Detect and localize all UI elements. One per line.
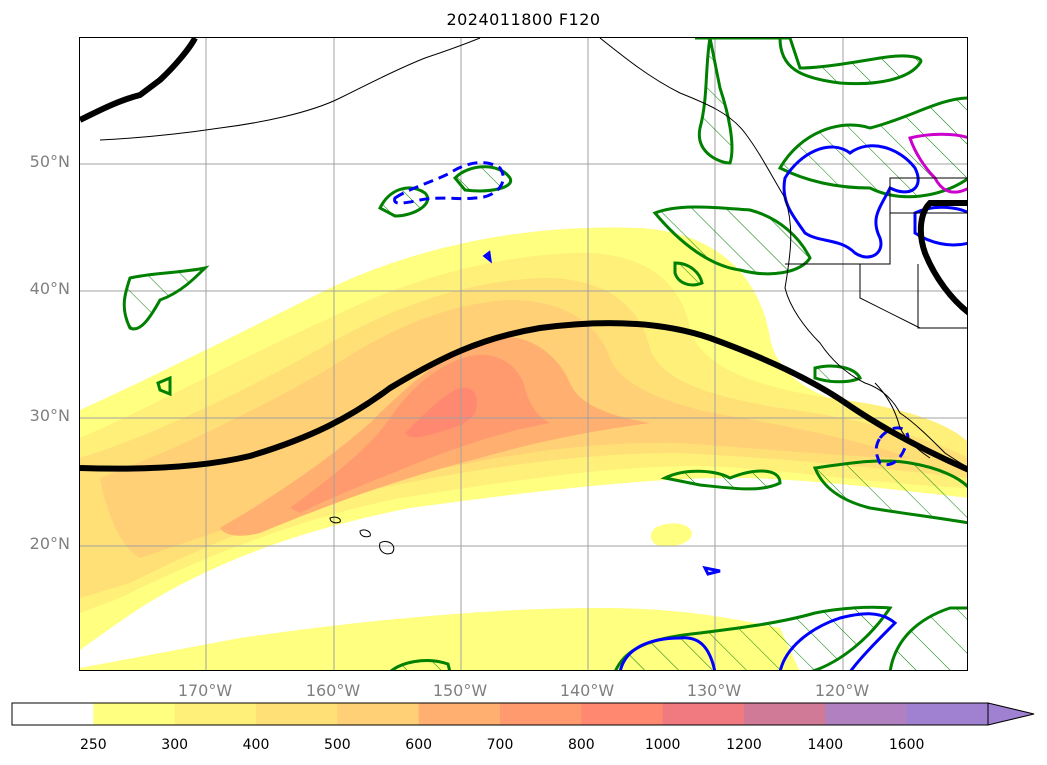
colorbar-segment <box>744 703 826 725</box>
colorbar-segment <box>93 703 176 725</box>
green-region-alaska-coast <box>695 38 923 86</box>
blue-contour-gulf-ak-dashed <box>393 161 505 205</box>
ivt-band-250-south <box>80 608 800 670</box>
coastline-aleutians <box>99 38 481 141</box>
colorbar-segment <box>825 703 908 725</box>
green-region-mexico <box>812 459 967 525</box>
blue-contour-baja-dashed <box>874 426 910 467</box>
coastline-hawaii <box>329 516 395 555</box>
green-region-mexico-w <box>660 469 782 491</box>
colorbar-outline <box>11 702 989 726</box>
green-region-tropics-w <box>390 659 452 670</box>
lon-label-160w: 160°W <box>305 681 361 700</box>
green-region-bc <box>697 38 734 165</box>
ivt-band-800 <box>405 387 477 438</box>
blue-contours <box>393 144 967 670</box>
green-region-pnw <box>777 96 967 199</box>
colorbar <box>11 702 1035 726</box>
green-hatched-regions <box>122 38 967 670</box>
colorbar-tick-label: 400 <box>242 737 270 753</box>
map-title: 2024011800 F120 <box>446 10 601 29</box>
coastline-alaska-gulf <box>599 38 786 199</box>
colorbar-segment <box>662 703 745 725</box>
lon-label-170w: 170°W <box>177 681 233 700</box>
blue-contour-small-a <box>702 565 721 576</box>
coastline-state-borders <box>785 177 967 329</box>
colorbar-tick-label: 1400 <box>807 737 844 753</box>
colorbar-segment <box>174 703 257 725</box>
ridge-line-northeast <box>917 200 967 316</box>
lat-label-40n: 40°N <box>29 279 70 298</box>
magenta-contour <box>908 132 967 194</box>
colorbar-tick-label: 1000 <box>644 737 681 753</box>
green-region-west-nw <box>122 265 210 331</box>
green-region-gulf-ak <box>378 165 513 218</box>
colorbar-segment <box>337 703 420 725</box>
blue-contour-pnw <box>782 144 920 259</box>
green-region-tropics-e <box>888 606 967 670</box>
green-region-inland <box>652 205 812 276</box>
colorbar-segment <box>418 703 501 725</box>
blue-contour-small-b <box>482 250 493 264</box>
ridge-line-northwest <box>80 38 198 123</box>
lat-label-50n: 50°N <box>29 152 70 171</box>
green-region-small-a <box>673 261 704 287</box>
colorbar-segment <box>500 703 582 725</box>
green-region-small-b <box>156 375 172 397</box>
colorbar-tick-label: 300 <box>161 737 189 753</box>
colorbar-extend-arrow <box>987 702 1035 726</box>
map-canvas <box>80 38 967 670</box>
blue-contour-east <box>913 205 967 247</box>
colorbar-segment <box>581 703 664 725</box>
colorbar-tick-label: 800 <box>567 737 595 753</box>
coastlines <box>99 38 967 555</box>
lat-label-20n: 20°N <box>29 534 70 553</box>
blue-contour-tropics <box>619 612 898 670</box>
colorbar-segment <box>256 703 338 725</box>
colorbar-tick-label: 250 <box>79 737 107 753</box>
colorbar-tick-label: 1600 <box>888 737 925 753</box>
colorbar-tick-label: 700 <box>486 737 514 753</box>
lon-label-150w: 150°W <box>432 681 488 700</box>
colorbar-segment <box>12 703 94 725</box>
colorbar-tick-label: 1200 <box>726 737 762 753</box>
green-region-baja <box>813 364 863 384</box>
map-panel <box>79 37 968 671</box>
lat-label-30n: 30°N <box>29 406 70 425</box>
ridge-lines <box>80 38 967 473</box>
ridge-line-main <box>80 320 967 473</box>
ivt-shading <box>80 227 967 670</box>
colorbar-tick-label: 600 <box>405 737 433 753</box>
coastline-west-us <box>784 197 967 468</box>
colorbar-segment <box>906 703 989 725</box>
colorbar-tick-label: 500 <box>323 737 351 753</box>
lon-label-130w: 130°W <box>686 681 742 700</box>
lon-label-140w: 140°W <box>559 681 615 700</box>
ivt-band-250-blob <box>650 523 692 547</box>
lon-label-120w: 120°W <box>814 681 870 700</box>
